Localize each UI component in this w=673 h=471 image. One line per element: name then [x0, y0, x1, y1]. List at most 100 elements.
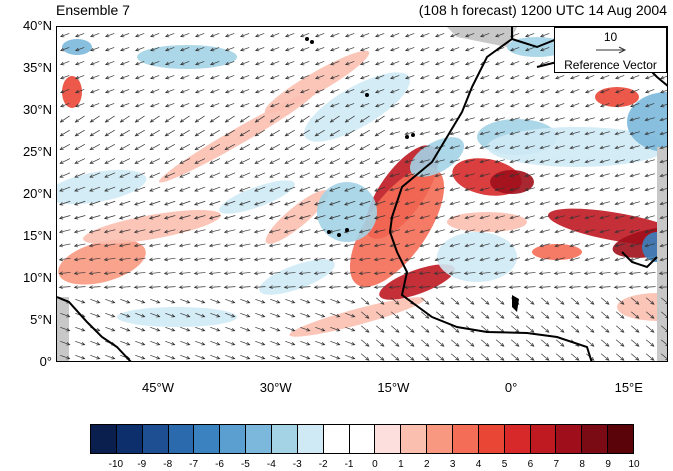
- wind-vector: [390, 325, 400, 333]
- wind-vector: [344, 144, 355, 151]
- wind-vector: [404, 243, 415, 248]
- colorbar-tick-label: -3: [292, 459, 302, 470]
- wind-vector: [135, 61, 145, 66]
- wind-vector: [434, 257, 445, 262]
- wind-vector: [135, 75, 145, 80]
- wind-vector: [645, 297, 655, 305]
- lon-tick-label: 45°W: [142, 380, 174, 395]
- wind-vector: [420, 47, 430, 52]
- wind-vector: [554, 173, 565, 178]
- wind-vector: [193, 215, 206, 220]
- wind-vector: [495, 61, 505, 66]
- wind-vector: [268, 271, 281, 276]
- wind-vector: [630, 89, 640, 94]
- wind-vector: [165, 326, 176, 332]
- wind-vector: [89, 144, 100, 151]
- wind-vector: [165, 312, 176, 318]
- wind-vector: [480, 47, 490, 52]
- wind-vector: [270, 33, 280, 38]
- wind-vector: [134, 144, 145, 151]
- wind-vector: [345, 61, 355, 66]
- wind-vector: [300, 33, 310, 38]
- wind-vector: [89, 200, 101, 206]
- wind-vector: [75, 47, 85, 52]
- wind-vector: [240, 61, 250, 66]
- wind-vector: [238, 285, 251, 289]
- anomaly-shade: [349, 167, 445, 287]
- wind-vector: [240, 89, 250, 94]
- colorbar-swatch: [530, 425, 557, 453]
- wind-vector: [450, 103, 460, 108]
- wind-vector: [375, 297, 385, 305]
- wind-vector: [225, 61, 235, 66]
- wind-vector: [88, 243, 101, 248]
- wind-vector: [450, 325, 460, 333]
- wind-vector: [628, 285, 641, 289]
- wind-vector: [404, 215, 415, 220]
- wind-vector: [464, 145, 475, 150]
- wind-vector: [613, 271, 626, 276]
- wind-vector: [645, 75, 655, 80]
- wind-vector: [58, 285, 71, 289]
- wind-vector: [525, 75, 535, 80]
- wind-vector: [180, 89, 190, 94]
- wind-vector: [644, 243, 655, 248]
- wind-vector: [388, 285, 401, 289]
- wind-vector: [179, 172, 191, 178]
- wind-vector: [629, 229, 640, 234]
- wind-vector: [524, 145, 535, 150]
- colorbar-swatch: [504, 425, 531, 453]
- wind-vector: [163, 243, 176, 248]
- wind-vector: [224, 115, 235, 123]
- wind-vector: [270, 89, 280, 94]
- wind-vector: [270, 326, 281, 332]
- wind-vector: [495, 103, 505, 108]
- lat-tick-label: 25°N: [22, 144, 52, 159]
- colorbar-tick-label: -9: [137, 459, 147, 470]
- colorbar-tick-label: 2: [423, 459, 430, 470]
- wind-vector: [345, 312, 356, 318]
- wind-vector: [645, 353, 655, 361]
- wind-vector: [615, 75, 625, 80]
- wind-vector: [165, 340, 176, 346]
- wind-vector: [149, 144, 160, 151]
- wind-vector: [495, 339, 505, 347]
- wind-vector: [374, 158, 386, 164]
- wind-vector: [193, 229, 206, 234]
- wind-vector: [375, 75, 385, 80]
- wind-vector: [149, 115, 160, 123]
- wind-vector: [644, 257, 655, 262]
- wind-vector: [90, 61, 100, 66]
- wind-vector: [195, 312, 206, 318]
- wind-vector: [330, 61, 340, 66]
- missing-data-region: [57, 297, 69, 361]
- wind-vector: [615, 311, 625, 319]
- wind-vector: [73, 215, 86, 220]
- wind-vector: [315, 61, 325, 66]
- wind-vector: [509, 117, 520, 122]
- wind-vector: [60, 354, 71, 360]
- wind-vector: [74, 144, 85, 151]
- island: [337, 233, 341, 237]
- wind-vector: [300, 354, 311, 360]
- wind-vector: [133, 257, 146, 262]
- wind-vector: [193, 271, 206, 276]
- wind-vector: [133, 215, 146, 220]
- lat-tick-label: 0°: [39, 354, 52, 369]
- wind-vector: [464, 117, 475, 122]
- wind-vector: [359, 144, 370, 151]
- wind-vector: [630, 103, 640, 108]
- wind-vector: [254, 144, 265, 151]
- wind-vector: [509, 159, 520, 164]
- wind-vector: [149, 129, 160, 137]
- wind-vector: [420, 89, 430, 94]
- wind-vector: [194, 158, 206, 164]
- lat-tick-label: 35°N: [22, 60, 52, 75]
- wind-vector: [330, 298, 341, 304]
- wind-vector: [570, 89, 580, 94]
- wind-vector: [135, 326, 146, 332]
- reference-vector-magnitude: 10: [603, 30, 618, 44]
- wind-vector: [163, 285, 176, 289]
- wind-vector: [210, 47, 220, 52]
- wind-vector: [600, 311, 610, 319]
